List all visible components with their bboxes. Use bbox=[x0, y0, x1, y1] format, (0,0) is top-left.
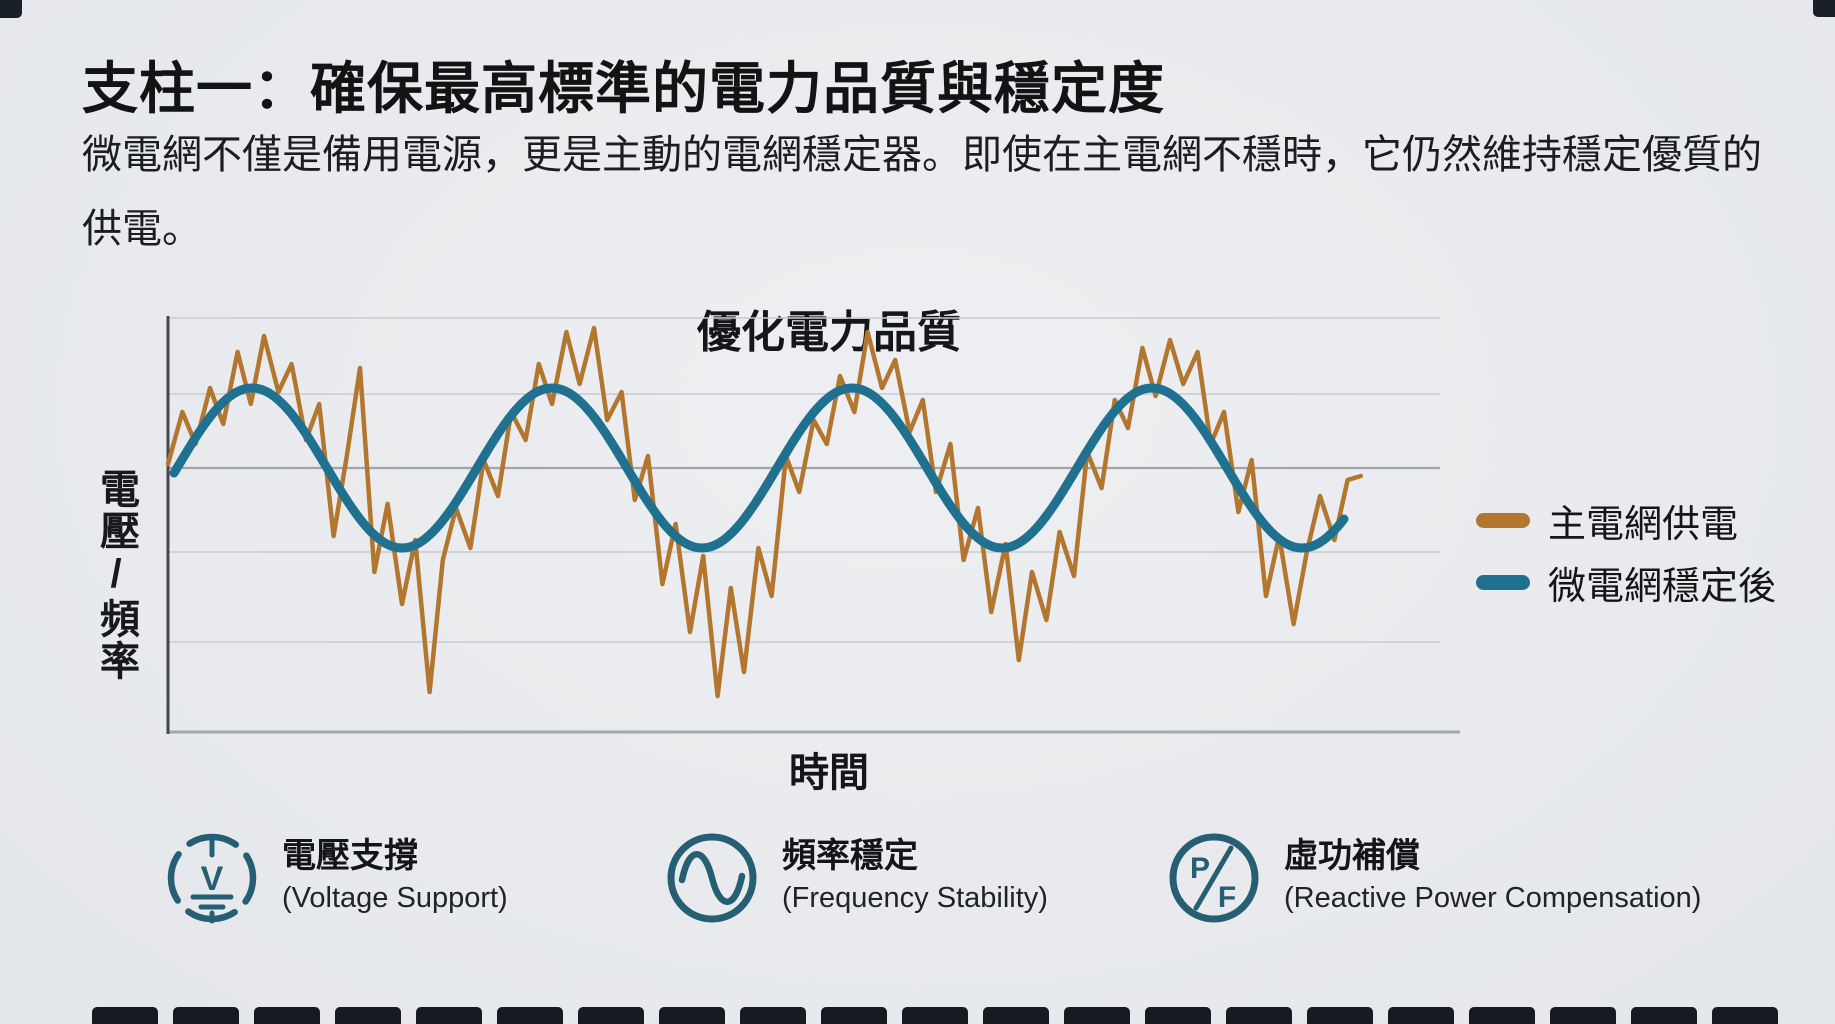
thumbnail-strip-segment bbox=[254, 1007, 320, 1024]
feature-title-en: (Frequency Stability) bbox=[782, 882, 1048, 914]
page-title: 支柱一：確保最高標準的電力品質與穩定度 bbox=[82, 57, 1165, 120]
thumbnail-strip bbox=[92, 1007, 1778, 1024]
thumbnail-strip-segment bbox=[173, 1007, 239, 1024]
thumbnail-strip-segment bbox=[335, 1007, 401, 1024]
thumbnail-strip-segment bbox=[983, 1007, 1049, 1024]
x-axis-label: 時間 bbox=[789, 751, 869, 795]
thumbnail-strip-segment bbox=[1307, 1007, 1373, 1024]
power-quality-chart bbox=[165, 316, 1460, 734]
reactive-power-icon: P F bbox=[1169, 833, 1259, 923]
voltage-letter: V bbox=[201, 860, 224, 898]
chart-title: 優化電力品質 bbox=[697, 308, 961, 357]
legend-label-microgrid: 微電網穩定後 bbox=[1548, 565, 1777, 608]
thumbnail-strip-segment bbox=[1388, 1007, 1454, 1024]
thumbnail-strip-segment bbox=[1226, 1007, 1292, 1024]
legend-swatch-main-grid bbox=[1476, 512, 1530, 528]
feature-title-en: (Reactive Power Compensation) bbox=[1284, 882, 1702, 914]
feature-title-en: (Voltage Support) bbox=[282, 882, 508, 914]
reactive-letter-p: P bbox=[1190, 852, 1210, 885]
legend-label-main-grid: 主電網供電 bbox=[1548, 503, 1739, 546]
frame-artifact-top-right bbox=[1813, 0, 1835, 17]
feature-title-zh: 電壓支撐 bbox=[282, 837, 418, 875]
thumbnail-strip-segment bbox=[1631, 1007, 1697, 1024]
feature-frequency-stability: 頻率穩定 (Frequency Stability) bbox=[662, 828, 1048, 928]
thumbnail-strip-segment bbox=[416, 1007, 482, 1024]
thumbnail-strip-segment bbox=[578, 1007, 644, 1024]
voltage-support-icon: V bbox=[167, 833, 257, 924]
feature-title-zh: 虛功補償 bbox=[1284, 837, 1420, 875]
legend-swatch-microgrid bbox=[1476, 574, 1530, 590]
frequency-stability-icon bbox=[667, 833, 757, 923]
feature-title-zh: 頻率穩定 bbox=[782, 837, 918, 875]
thumbnail-strip-segment bbox=[821, 1007, 887, 1024]
y-axis-label: 電壓/頻率 bbox=[94, 468, 138, 682]
page-description: 微電網不僅是備用電源，更是主動的電網穩定器。即使在主電網不穩時，它仍然維持穩定優… bbox=[82, 133, 1762, 251]
chart-legend: 主電網供電 微電網穩定後 bbox=[1476, 496, 1776, 620]
feature-reactive-power: P F 虛功補償 (Reactive Power Compensation) bbox=[1164, 828, 1701, 928]
thumbnail-strip-segment bbox=[497, 1007, 563, 1024]
legend-item-main-grid: 主電網供電 bbox=[1476, 496, 1776, 546]
thumbnail-strip-segment bbox=[902, 1007, 968, 1024]
legend-item-microgrid: 微電網穩定後 bbox=[1476, 558, 1776, 608]
thumbnail-strip-segment bbox=[92, 1007, 158, 1024]
thumbnail-strip-segment bbox=[740, 1007, 806, 1024]
thumbnail-strip-segment bbox=[1469, 1007, 1535, 1024]
thumbnail-strip-segment bbox=[1145, 1007, 1211, 1024]
frame-artifact-top-left bbox=[0, 0, 22, 18]
thumbnail-strip-segment bbox=[659, 1007, 725, 1024]
reactive-letter-f: F bbox=[1218, 881, 1236, 914]
thumbnail-strip-segment bbox=[1712, 1007, 1778, 1024]
chart-series bbox=[165, 325, 1364, 699]
thumbnail-strip-segment bbox=[1064, 1007, 1130, 1024]
thumbnail-strip-segment bbox=[1550, 1007, 1616, 1024]
feature-voltage-support: V 電壓支撐 (Voltage Support) bbox=[162, 828, 508, 928]
